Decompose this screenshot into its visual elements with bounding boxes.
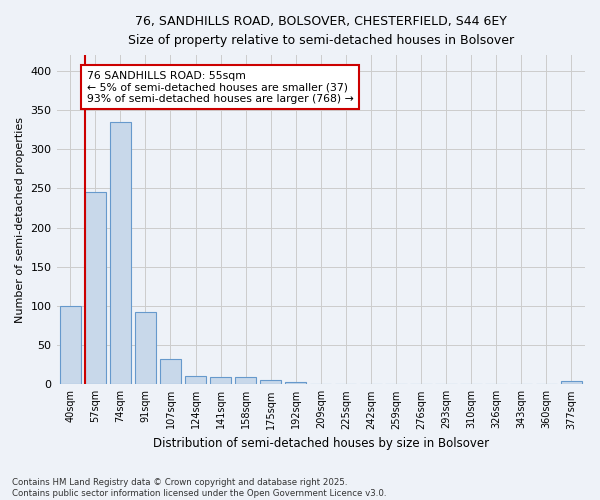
- Bar: [560, 381, 582, 384]
- Bar: [110, 122, 131, 384]
- Title: 76, SANDHILLS ROAD, BOLSOVER, CHESTERFIELD, S44 6EY
Size of property relative to: 76, SANDHILLS ROAD, BOLSOVER, CHESTERFIE…: [128, 15, 514, 47]
- Bar: [285, 382, 307, 384]
- Bar: [235, 378, 256, 384]
- Bar: [185, 376, 206, 384]
- Text: 76 SANDHILLS ROAD: 55sqm
← 5% of semi-detached houses are smaller (37)
93% of se: 76 SANDHILLS ROAD: 55sqm ← 5% of semi-de…: [86, 71, 353, 104]
- Bar: [135, 312, 156, 384]
- Y-axis label: Number of semi-detached properties: Number of semi-detached properties: [15, 116, 25, 322]
- X-axis label: Distribution of semi-detached houses by size in Bolsover: Distribution of semi-detached houses by …: [153, 437, 489, 450]
- Bar: [160, 359, 181, 384]
- Bar: [85, 192, 106, 384]
- Bar: [210, 378, 231, 384]
- Text: Contains HM Land Registry data © Crown copyright and database right 2025.
Contai: Contains HM Land Registry data © Crown c…: [12, 478, 386, 498]
- Bar: [260, 380, 281, 384]
- Bar: [59, 306, 81, 384]
